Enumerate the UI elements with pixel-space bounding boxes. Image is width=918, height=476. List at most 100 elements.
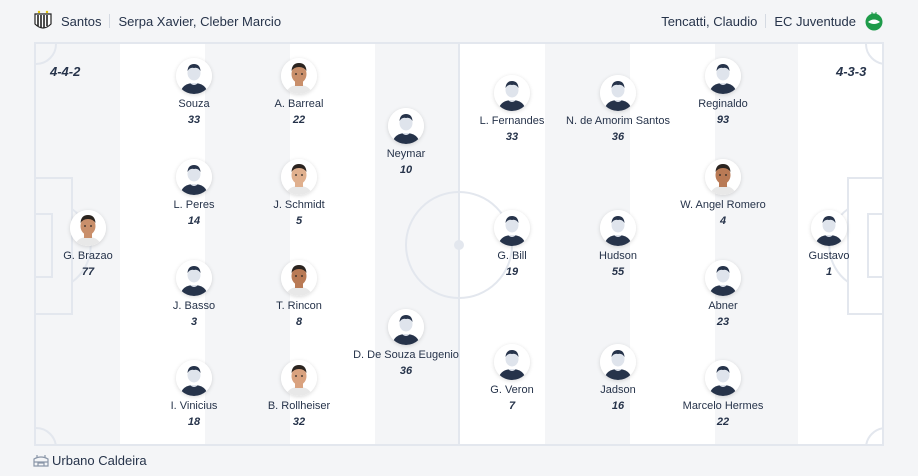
player-name[interactable]: Reginaldo xyxy=(698,98,748,110)
santos-crest-icon xyxy=(34,10,52,29)
away-formation: 4-3-3 xyxy=(836,64,867,79)
player-name[interactable]: Hudson xyxy=(599,250,637,262)
player-avatar[interactable] xyxy=(494,210,530,246)
pitch xyxy=(34,42,884,446)
player-number: 22 xyxy=(292,114,306,126)
player-number: 8 xyxy=(295,316,303,328)
player-name[interactable]: L. Fernandes xyxy=(479,115,545,127)
player-name[interactable]: Marcelo Hermes xyxy=(682,400,764,412)
home-coach[interactable]: Serpa Xavier, Cleber Marcio xyxy=(118,13,282,29)
home-team-name[interactable]: Santos xyxy=(61,13,102,29)
player-avatar[interactable] xyxy=(705,360,741,396)
player-avatar[interactable] xyxy=(281,360,317,396)
player-number: 23 xyxy=(716,316,730,328)
player-away[interactable]: G. Bill 19 xyxy=(442,210,582,278)
player-avatar[interactable] xyxy=(600,210,636,246)
player-avatar[interactable] xyxy=(176,260,212,296)
venue-name[interactable]: Urbano Caldeira xyxy=(52,453,147,468)
player-number: 4 xyxy=(719,215,727,227)
player-home[interactable]: G. Brazao 77 xyxy=(18,210,158,278)
player-number: 55 xyxy=(611,266,625,278)
player-name[interactable]: L. Peres xyxy=(173,199,215,211)
player-away[interactable]: Marcelo Hermes 22 xyxy=(653,360,793,428)
away-team-name[interactable]: EC Juventude xyxy=(774,13,856,29)
player-name[interactable]: D. De Souza Eugenio xyxy=(353,349,459,361)
player-name[interactable]: Neymar xyxy=(386,148,426,160)
player-away[interactable]: Jadson 16 xyxy=(548,344,688,412)
player-number: 22 xyxy=(716,416,730,428)
player-number: 33 xyxy=(505,131,519,143)
player-number: 36 xyxy=(611,131,625,143)
player-away[interactable]: N. de Amorim Santos 36 xyxy=(548,75,688,143)
home-formation: 4-4-2 xyxy=(50,64,81,79)
home-header: Santos Serpa Xavier, Cleber Marcio xyxy=(33,9,281,33)
player-away[interactable]: G. Veron 7 xyxy=(442,344,582,412)
player-name[interactable]: A. Barreal xyxy=(274,98,324,110)
player-away[interactable]: L. Fernandes 33 xyxy=(442,75,582,143)
player-away[interactable]: W. Angel Romero 4 xyxy=(653,159,793,227)
player-name[interactable]: J. Schmidt xyxy=(273,199,325,211)
player-avatar[interactable] xyxy=(705,260,741,296)
player-home[interactable]: J. Basso 3 xyxy=(124,260,264,328)
player-home[interactable]: L. Peres 14 xyxy=(124,159,264,227)
player-avatar[interactable] xyxy=(811,210,847,246)
player-home[interactable]: Neymar 10 xyxy=(336,108,476,176)
player-avatar[interactable] xyxy=(176,58,212,94)
player-home[interactable]: T. Rincon 8 xyxy=(229,260,369,328)
player-home[interactable]: A. Barreal 22 xyxy=(229,58,369,126)
away-header: Tencatti, Claudio EC Juventude xyxy=(661,9,884,33)
player-name[interactable]: I. Vinicius xyxy=(170,400,218,412)
player-away[interactable]: Reginaldo 93 xyxy=(653,58,793,126)
player-home[interactable]: I. Vinicius 18 xyxy=(124,360,264,428)
player-avatar[interactable] xyxy=(705,159,741,195)
away-coach[interactable]: Tencatti, Claudio xyxy=(661,13,758,29)
player-name[interactable]: W. Angel Romero xyxy=(680,199,766,211)
player-avatar[interactable] xyxy=(600,344,636,380)
player-avatar[interactable] xyxy=(494,344,530,380)
player-name[interactable]: Souza xyxy=(178,98,210,110)
player-name[interactable]: J. Basso xyxy=(172,300,216,312)
player-name[interactable]: Gustavo xyxy=(808,250,850,262)
player-away[interactable]: Hudson 55 xyxy=(548,210,688,278)
player-home[interactable]: B. Rollheiser 32 xyxy=(229,360,369,428)
player-avatar[interactable] xyxy=(388,309,424,345)
player-name[interactable]: Abner xyxy=(708,300,738,312)
player-avatar[interactable] xyxy=(70,210,106,246)
pitch-stripe xyxy=(630,44,715,444)
player-number: 16 xyxy=(611,400,625,412)
player-name[interactable]: Jadson xyxy=(600,384,636,396)
player-away[interactable]: Gustavo 1 xyxy=(759,210,899,278)
player-avatar[interactable] xyxy=(388,108,424,144)
player-number: 5 xyxy=(295,215,303,227)
player-number: 3 xyxy=(190,316,198,328)
player-name[interactable]: N. de Amorim Santos xyxy=(566,115,670,127)
player-number: 93 xyxy=(716,114,730,126)
player-avatar[interactable] xyxy=(281,58,317,94)
pitch-stripe xyxy=(458,44,545,444)
player-home[interactable]: J. Schmidt 5 xyxy=(229,159,369,227)
player-avatar[interactable] xyxy=(494,75,530,111)
player-avatar[interactable] xyxy=(705,58,741,94)
venue: Urbano Caldeira xyxy=(33,453,147,468)
player-home[interactable]: D. De Souza Eugenio 36 xyxy=(336,309,476,377)
player-number: 32 xyxy=(292,416,306,428)
juventude-crest-icon xyxy=(865,12,883,31)
player-away[interactable]: Abner 23 xyxy=(653,260,793,328)
player-name[interactable]: G. Veron xyxy=(490,384,534,396)
player-number: 14 xyxy=(187,215,201,227)
player-number: 7 xyxy=(508,400,516,412)
player-avatar[interactable] xyxy=(176,159,212,195)
player-name[interactable]: G. Bill xyxy=(497,250,527,262)
player-number: 36 xyxy=(399,365,413,377)
player-avatar[interactable] xyxy=(176,360,212,396)
player-avatar[interactable] xyxy=(281,260,317,296)
player-number: 19 xyxy=(505,266,519,278)
player-name[interactable]: T. Rincon xyxy=(276,300,322,312)
player-name[interactable]: B. Rollheiser xyxy=(267,400,331,412)
player-home[interactable]: Souza 33 xyxy=(124,58,264,126)
player-name[interactable]: G. Brazao xyxy=(63,250,113,262)
player-number: 33 xyxy=(187,114,201,126)
player-avatar[interactable] xyxy=(600,75,636,111)
stadium-icon xyxy=(33,454,49,467)
player-avatar[interactable] xyxy=(281,159,317,195)
